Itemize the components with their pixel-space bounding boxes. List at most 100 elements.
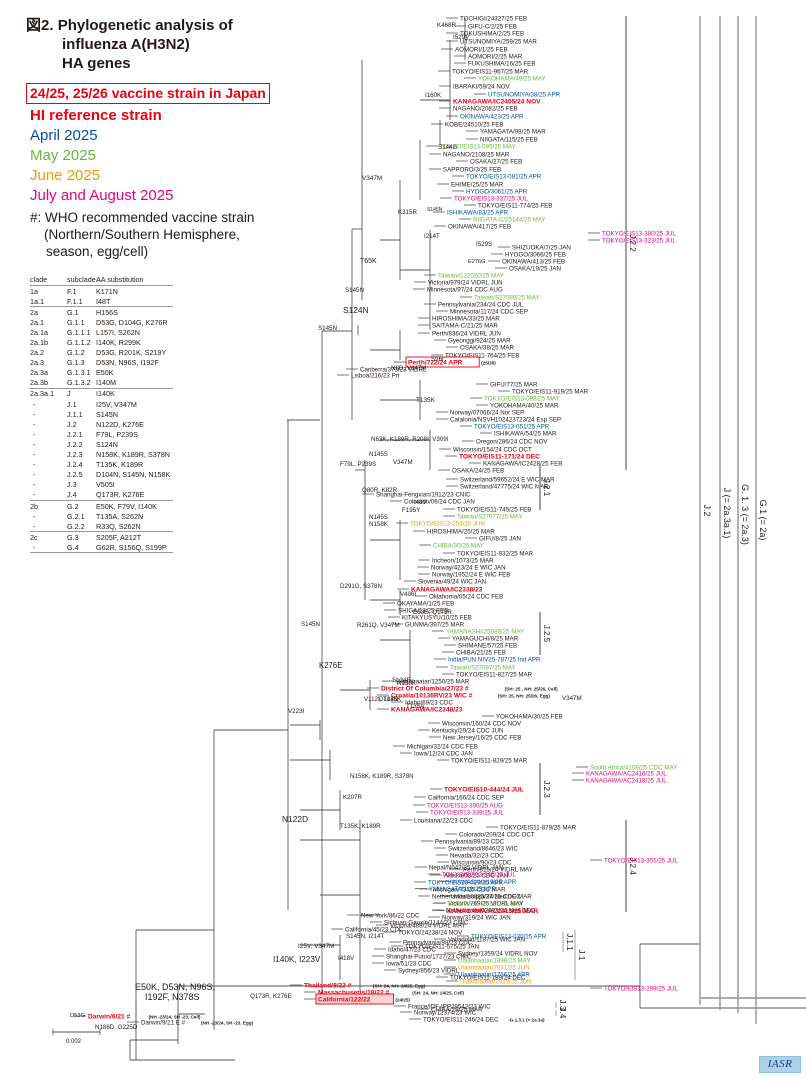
leaf-label: Oregon/286/24 CDC NOV — [476, 439, 548, 446]
scale-bar-label: 0.002 — [66, 1039, 82, 1045]
clade-table-row: - J.2.3 N158K, K189R, S378N — [30, 450, 173, 460]
leaf-note: (SH: 25 , NH: 25/26, Cell) — [505, 687, 559, 692]
leaf-label: AOMORI/1/25 FEB — [455, 47, 508, 54]
leaf-label: Norway/319/24 WIC JAN — [442, 915, 511, 922]
leaf-label: TOKYO/EIS13-337/25 JUL — [454, 196, 528, 203]
aa-substitution-cell: V505I — [96, 480, 115, 490]
leaf-label: NIIGATA/115/25 FEB — [480, 137, 538, 144]
leaf-label: Shanghai-Fengxian/1912/23 CNIC — [376, 492, 471, 499]
leaf-label: FUKUSHIMA/16/25 FEB — [468, 61, 535, 68]
title-line-1: Phylogenetic analysis of — [57, 17, 233, 34]
subclade-cell: G.1.2 — [67, 348, 85, 358]
leaf-label: Norway/12374/23 WIC — [414, 1010, 477, 1017]
leaf-label: Michigan/73/25 CDC MAR — [433, 887, 506, 894]
mutation-label: Q80R, K82R — [362, 487, 398, 494]
mutation-label: V347M — [562, 695, 582, 702]
header-subclade: subclade — [67, 273, 96, 286]
leaf-label: KANAGAWA/IC2348/23 — [391, 707, 463, 714]
clade-cell: - — [33, 490, 36, 500]
who-note-line: (Northern/Southern Hemisphere, — [44, 227, 240, 242]
leaf-label: Oklahoma/05/24 CDC FEB — [429, 594, 503, 601]
leaf-label: KANAGAWA/IC2338/23 — [411, 587, 483, 594]
mutation-label: S124R — [392, 677, 411, 684]
subclade-cell: J.4 — [67, 490, 77, 500]
mutation-label: E50K, D53N, N96S, I192F, N378S — [135, 982, 215, 1002]
mutation-label: S145N — [301, 621, 320, 628]
leaf-label: YAMAGATA/111/25 APR — [429, 886, 496, 893]
clade-cell: 2a.3 — [30, 358, 44, 368]
mutation-label: K315R — [398, 209, 417, 216]
clade-table-row: - J.2.2 S124N — [30, 439, 173, 449]
leaf-label: SHIGA/13/25 FEB — [398, 608, 448, 615]
mutation-label: D53G — [70, 1013, 86, 1019]
leaf-label: Shanghai-Putuo/1727/23 CNIC — [386, 954, 472, 961]
mutation-label: D104N — [379, 696, 398, 703]
mutation-label: V112I, T135K — [364, 696, 402, 703]
subclade-cell: J.1 — [67, 399, 77, 409]
leaf-label: GIFU-C/2/25 FEB — [468, 24, 517, 31]
leaf-label: TOKYO/EIS11-745/25 FEB — [457, 507, 531, 514]
mutation-label: T135K — [416, 397, 436, 404]
clade-bracket-label: J.2.5 — [542, 625, 551, 643]
leaf-label: OKINAWA/417/25 FEB — [448, 224, 511, 231]
leaf-label: KANAGAWA/IC2428/25 FEB — [483, 461, 562, 468]
leaf-label: Norway/423/24 E WIC JAN — [431, 565, 506, 572]
leaf-label: KITAKYUSYU/10/25 FEB — [402, 615, 472, 622]
leaf-note: (SH: 24, NH: 24/25, Cell) — [412, 991, 464, 996]
leaf-label: OSAKA/27/25 FEB — [470, 159, 522, 166]
aa-substitution-cell: K171N — [96, 286, 118, 296]
leaf-label: Switzerland/47775/24 WIC MAR — [460, 484, 549, 491]
mutation-label: N122D — [282, 814, 308, 824]
mutation-label: T135K, K189R — [340, 823, 381, 830]
clade-bracket-label: J.2.1 — [542, 479, 551, 497]
aa-substitution-cell: S124N — [96, 439, 118, 449]
leaf-label: TOKYO/EIS11-967/25 MAR — [452, 69, 529, 76]
leaf-label: Croatia/10136RV/23 WIC # — [391, 693, 473, 700]
clade-cell: - — [33, 429, 36, 439]
clade-table-row: 2a.3a.1 J I140K — [30, 387, 173, 400]
legend-vaccine-strain: 24/25, 25/26 vaccine strain in Japan — [26, 83, 270, 104]
leaf-label: Valladolid/1187/25 WIC JAN — [448, 937, 525, 944]
leaf-label: Iowa/12/24 CDC JAN — [414, 751, 473, 758]
subclade-cell: G.2 — [67, 499, 96, 512]
clade-brackets: J.2.2 J.2.1 J.2.5 J.2.3 J.2.4 J.1.1J.1 J.3J.4 J… — [539, 16, 768, 1024]
leaf-label: Perth/836/24 VIDRL JUN — [432, 331, 501, 338]
leaf-label: YAMAGUCHI/8/25 MAR — [452, 636, 519, 643]
clade-cell: 2b — [30, 499, 67, 512]
subclade-cell: G.1 — [67, 306, 96, 318]
subclade-cell: G.1.1.1 — [67, 327, 91, 337]
leaf-label: TOCHIGI/24327/25 FEB — [460, 16, 527, 23]
figure-title: 図2. Phylogenetic analysis of influenza A… — [26, 16, 233, 73]
leaf-label: TOKYO/EIS13-051/25 APR — [474, 424, 550, 431]
leaf-label: Pennsylvania/234/24 CDC JUL — [438, 302, 524, 309]
leaf-label: OSAKA/24/25 FEB — [452, 468, 504, 475]
leaf-label: KANAGAWA/IC2405/24 NOV — [453, 99, 541, 106]
aa-substitution-cell: N122D, K276E — [96, 419, 144, 429]
leaf-label: India/PUN NIV25-787/25 Ind APR — [448, 657, 541, 664]
iasr-logo: IASR — [759, 1056, 801, 1073]
clade-table-row: - J.2.4 T135K, K189R — [30, 460, 173, 470]
clade-table-row: - J.4 Q173R, K276E — [30, 490, 173, 501]
leaf-label: Ulaanbaatar/2031/25 JUN — [458, 965, 530, 972]
leaf-label: Ulaanbaatar/1250/25 MAR — [396, 679, 470, 686]
leaf-label: HIROSHIMA/33/25 MAR — [432, 316, 500, 323]
leaf-label: Victoria/979/24 VIDRL JUN — [428, 280, 503, 287]
leaf-label: Norway/07066/24 Nor SEP — [450, 410, 524, 417]
leaf-label: New York/86/22 CDC — [361, 913, 420, 920]
mutation-label: I418V — [338, 955, 355, 962]
leaf-label: TOKYO/EIS13-299/25 JUL — [604, 986, 678, 993]
leaf-label: YAMANASHI/25088/25 MAY — [446, 629, 524, 636]
leaf-label: Massachusetts/18/22 # — [318, 990, 389, 997]
leaf-label: Switzerland/59652/24 E WIC MAR — [460, 477, 555, 484]
clade-table-row: 1a.1 F.1.1 I48T — [30, 296, 173, 307]
leaf-label: Sydney/856/23 VIDRL — [398, 968, 460, 975]
leaf-label: Lisboa/216/23 Prt — [351, 373, 400, 380]
clade-table-body: 1a F.1 K171N 1a.1 F.1.1 I48T 2a G.1 H156S 2a.1 G.1… — [30, 286, 173, 554]
clade-cell: - — [33, 419, 36, 429]
aa-substitution-cell: S205F, A212T — [96, 531, 173, 543]
mutation-label: I529S — [476, 241, 492, 248]
mutation-label: S145N — [345, 287, 364, 294]
leaf-label: Wisconsin/90/23 CDC — [451, 860, 512, 867]
clade-cell: 2a.3a.1 — [30, 387, 67, 400]
